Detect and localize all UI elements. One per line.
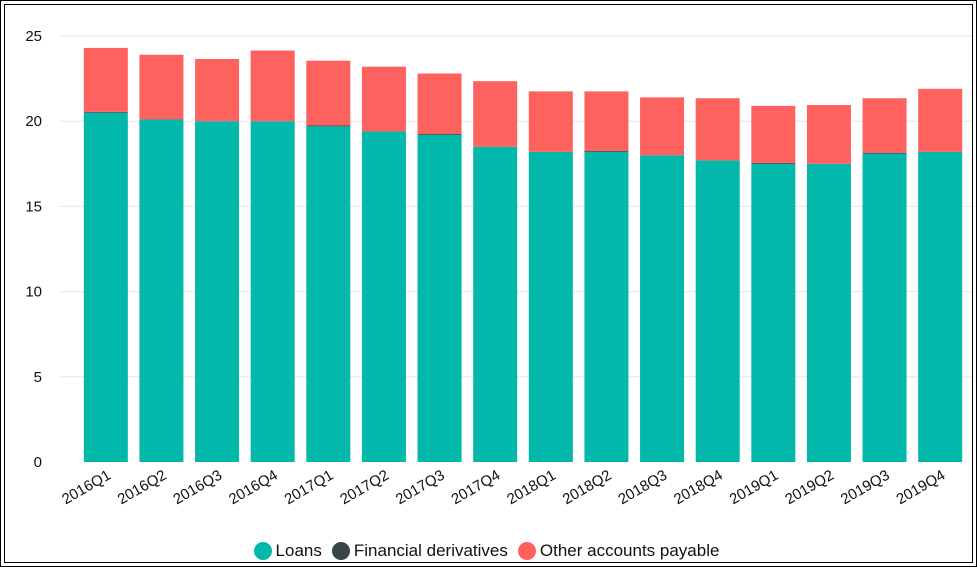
bar-segment-loans [640, 155, 685, 462]
x-tick-label: 2019Q3 [838, 467, 893, 508]
y-tick-label: 25 [25, 28, 42, 45]
bar-segment-loans [250, 121, 295, 462]
bar-segment-financial-derivatives [751, 162, 796, 164]
bar-segment-other-accounts-payable [528, 91, 573, 152]
bar-segment-loans [306, 126, 351, 462]
x-tick-label: 2017Q3 [393, 467, 448, 508]
legend-swatch-loans [253, 542, 272, 560]
legend: Loans Financial derivatives Other accoun… [0, 541, 977, 561]
bar-segment-other-accounts-payable [640, 97, 685, 156]
bar-segment-loans [751, 163, 796, 463]
chart-inner-border [4, 4, 973, 563]
bar-segment-other-accounts-payable [83, 47, 128, 112]
x-tick-label: 2016Q1 [59, 467, 114, 508]
x-tick-label: 2019Q4 [893, 467, 948, 508]
legend-item-financial-derivatives: Financial derivatives [331, 541, 508, 561]
bar-segment-other-accounts-payable [918, 88, 963, 152]
x-tick-label: 2016Q3 [170, 467, 225, 508]
bar-segment-loans [584, 151, 629, 462]
legend-item-loans: Loans [253, 541, 322, 561]
legend-label-financial-derivatives: Financial derivatives [353, 541, 508, 560]
bar-segment-other-accounts-payable [361, 66, 406, 132]
bar-segment-loans [918, 151, 963, 462]
x-tick-label: 2017Q2 [337, 467, 392, 508]
bar-segment-other-accounts-payable [751, 105, 796, 163]
legend-label-loans: Loans [275, 541, 322, 560]
x-tick-label: 2017Q1 [282, 467, 337, 508]
y-tick-label: 5 [34, 369, 42, 386]
x-tick-label: 2018Q1 [504, 467, 559, 508]
bar-segment-loans [806, 163, 851, 463]
bar-segment-financial-derivatives [584, 151, 629, 152]
bar-segment-loans [528, 151, 573, 462]
bar-segment-financial-derivatives [862, 152, 907, 154]
bar-segment-other-accounts-payable [306, 60, 351, 126]
x-tick-label: 2019Q1 [727, 467, 782, 508]
legend-item-other-accounts-payable: Other accounts payable [517, 541, 720, 561]
x-tick-label: 2019Q2 [782, 467, 837, 508]
bar-segment-other-accounts-payable [806, 105, 851, 164]
legend-label-other-accounts-payable: Other accounts payable [539, 541, 720, 560]
bar-segment-financial-derivatives [83, 111, 128, 113]
bar-segment-loans [695, 160, 740, 462]
bar-segment-other-accounts-payable [473, 81, 518, 147]
y-tick-label: 15 [25, 198, 42, 215]
bar-segment-loans [862, 153, 907, 463]
y-tick-label: 0 [34, 454, 42, 471]
x-tick-label: 2016Q2 [115, 467, 170, 508]
bar-segment-financial-derivatives [306, 125, 351, 127]
y-tick-label: 20 [25, 113, 42, 130]
x-tick-label: 2018Q2 [560, 467, 615, 508]
bar-segment-financial-derivatives [417, 133, 462, 135]
x-tick-label: 2018Q3 [615, 467, 670, 508]
legend-swatch-other-accounts-payable [517, 542, 536, 560]
bar-segment-other-accounts-payable [417, 73, 462, 134]
bar-segment-loans [195, 121, 240, 462]
bar-segment-other-accounts-payable [195, 59, 240, 122]
bar-segment-other-accounts-payable [584, 91, 629, 152]
bar-segment-other-accounts-payable [250, 50, 295, 122]
x-tick-label: 2017Q4 [448, 467, 503, 508]
bar-segment-loans [83, 112, 128, 463]
bar-segment-other-accounts-payable [139, 54, 184, 120]
bar-segment-loans [361, 131, 406, 462]
bar-segment-loans [139, 119, 184, 462]
bar-segment-loans [417, 134, 462, 462]
bar-segment-other-accounts-payable [695, 98, 740, 161]
x-tick-label: 2016Q4 [226, 467, 281, 508]
y-tick-label: 10 [25, 284, 42, 301]
bar-segment-loans [473, 146, 518, 462]
bar-segment-other-accounts-payable [862, 98, 907, 153]
legend-swatch-financial-derivatives [331, 542, 350, 560]
x-tick-label: 2018Q4 [671, 467, 726, 508]
